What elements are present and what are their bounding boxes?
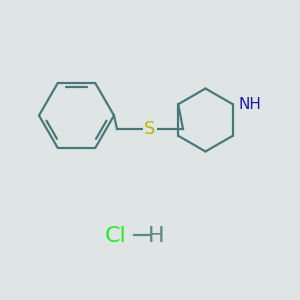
Text: Cl: Cl: [105, 226, 126, 245]
Text: S: S: [144, 120, 156, 138]
Text: NH: NH: [238, 97, 261, 112]
Text: H: H: [148, 226, 164, 245]
